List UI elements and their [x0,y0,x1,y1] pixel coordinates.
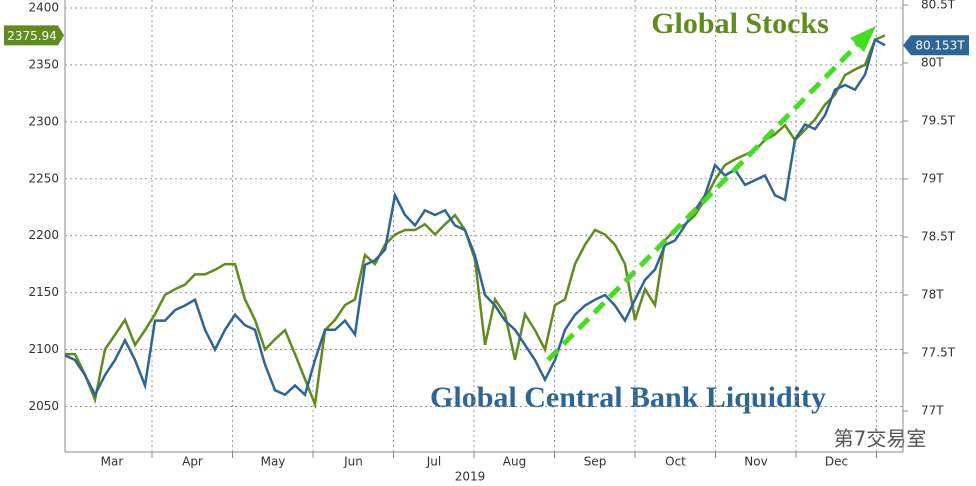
last-value-label: 80.153T [915,39,965,53]
x-tick-label: Dec [825,455,848,469]
y-tick-label: 2150 [28,285,59,299]
x-tick-label: Mar [101,455,124,469]
x-tick-label: Oct [665,455,686,469]
annotation: Global Central Bank Liquidity [430,381,826,414]
x-tick-label: Nov [744,455,767,469]
x-tick-label: Aug [503,455,526,469]
y-tick-label: 2200 [28,228,59,242]
y2-tick-label: 77T [921,404,944,418]
y2-tick-label: 78.5T [921,230,956,244]
x-tick-label: Sep [584,455,607,469]
last-value-label: 2375.94 [7,29,57,43]
y2-tick-label: 78T [921,288,944,302]
y-tick-label: 2300 [28,114,59,128]
x-tick-label: Jul [426,455,441,469]
last-value-tag [4,25,64,46]
y2-tick-label: 79.5T [921,114,956,128]
last-value-tag [903,35,969,56]
y-tick-label: 2050 [28,399,59,413]
y-tick-label: 2100 [28,342,59,356]
x-axis-label: 2019 [455,470,486,484]
x-tick-label: Jun [343,455,363,469]
y2-tick-label: 80T [921,55,944,69]
y-tick-label: 2250 [28,171,59,185]
y2-tick-label: 79T [921,172,944,186]
watermark: 第7交易室 [834,427,927,451]
x-tick-label: Apr [182,455,203,469]
y2-tick-label: 80.5T [921,0,956,11]
y2-tick-label: 77.5T [921,346,956,360]
trend-arrow [546,40,862,362]
line-series [64,37,886,398]
x-tick-label: May [261,455,286,469]
y-tick-label: 2350 [28,57,59,71]
arrow-head [850,26,876,52]
y-tick-label: 2400 [28,0,59,14]
annotation: Global Stocks [651,7,829,40]
